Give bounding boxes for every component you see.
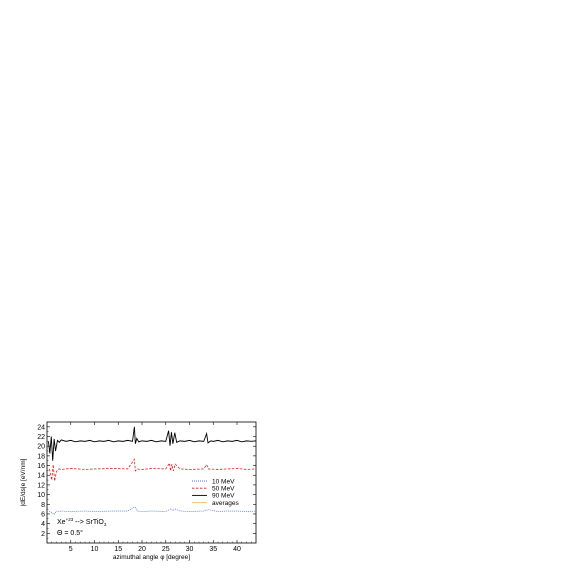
- x-tick-label: 30: [186, 546, 194, 553]
- plot-area: [47, 426, 257, 516]
- legend-label: averages: [212, 500, 239, 507]
- annotation: Xe+23 --> SrTiO3 Θ = 0.5°: [57, 517, 107, 537]
- legend-label: 90 MeV: [212, 493, 235, 500]
- y-tick-label: 22: [37, 434, 45, 441]
- series-line-90-mev: [47, 426, 257, 461]
- x-tick-label: 25: [162, 546, 170, 553]
- y-tick-label: 20: [37, 444, 45, 451]
- annotation-reaction: Xe+23 --> SrTiO3: [57, 517, 107, 527]
- y-tick-label: 24: [37, 424, 45, 431]
- y-tick-label: 6: [41, 511, 45, 518]
- y-tick-label: 12: [37, 482, 45, 489]
- x-tick-label: 15: [114, 546, 122, 553]
- y-tick-label: 18: [37, 453, 45, 460]
- y-tick-label: 10: [37, 492, 45, 499]
- x-tick-label: 10: [91, 546, 99, 553]
- legend-label: 10 MeV: [212, 478, 235, 485]
- x-tick-label: 5: [69, 546, 73, 553]
- x-tick-label: 20: [138, 546, 146, 553]
- x-tick-label: 35: [209, 546, 217, 553]
- y-tick-label: 14: [37, 473, 45, 480]
- y-tick-label: 2: [41, 531, 45, 538]
- series-line-50-mev: [48, 458, 257, 482]
- y-tick-label: 8: [41, 502, 45, 509]
- x-axis-title: azimuthal angle φ [degree]: [113, 554, 190, 561]
- legend-label: 50 MeV: [212, 486, 235, 493]
- x-tick-label: 40: [233, 546, 241, 553]
- y-axis-title: |dE/ds|e [eV/nm]: [20, 458, 27, 506]
- axes: 5 10 15 20 25 30 35 4024681012141618202224azimu…: [20, 421, 257, 561]
- y-tick-label: 16: [37, 463, 45, 470]
- series-line-10-mev: [49, 506, 257, 516]
- annotation-angle: Θ = 0.5°: [57, 529, 83, 537]
- y-tick-label: 4: [41, 521, 45, 528]
